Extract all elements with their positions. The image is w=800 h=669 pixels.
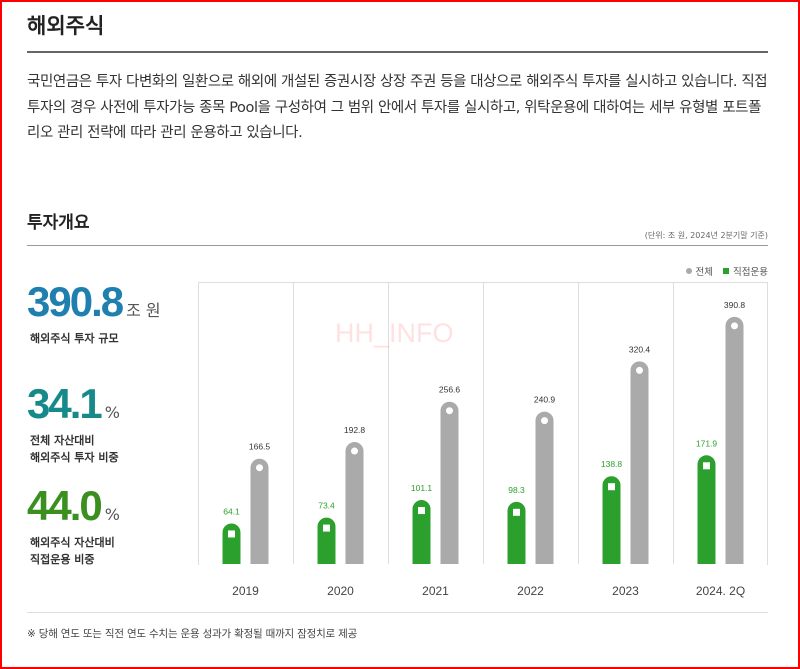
direct-data-label: 101.1	[411, 483, 433, 493]
total-data-label: 390.8	[724, 300, 746, 310]
total-data-label: 166.5	[249, 442, 271, 452]
direct-bar	[507, 501, 526, 573]
kpi-total-asset-share: 34.1 % 전체 자산대비 해외주식 투자 비중	[27, 380, 120, 466]
direct-data-label: 171.9	[696, 438, 718, 448]
watermark: HH_INFO	[335, 318, 454, 348]
kpi-unit: %	[104, 403, 120, 422]
unit-note: (단위: 조 원, 2024년 2분기말 기준)	[644, 231, 768, 240]
direct-data-label: 64.1	[223, 506, 240, 516]
direct-bar-marker	[513, 508, 520, 516]
kpi-label: 전체 자산대비 해외주식 투자 비중	[30, 434, 119, 464]
total-bar-marker	[636, 366, 643, 374]
page-title: 해외주식	[27, 14, 105, 38]
total-bar	[440, 401, 459, 573]
direct-bar	[412, 500, 431, 573]
direct-bar-marker	[703, 462, 710, 470]
footer-divider	[27, 612, 768, 613]
footnote: ※ 당해 연도 또는 직전 연도 수치는 운용 성과가 확정될 때까지 잠정치로…	[27, 628, 358, 640]
total-bar	[345, 442, 364, 573]
total-data-label: 240.9	[534, 395, 556, 405]
direct-bar	[697, 455, 716, 573]
direct-data-label: 138.8	[601, 459, 623, 469]
direct-bar-marker	[323, 524, 330, 532]
direct-data-label: 98.3	[508, 485, 525, 495]
total-bar-marker	[731, 322, 738, 330]
kpi-label: 해외주식 자산대비 직접운용 비중	[30, 536, 115, 566]
kpi-value: 390.8	[27, 278, 124, 325]
total-bar	[725, 316, 744, 573]
kpi-value: 44.0	[27, 482, 103, 529]
intro-paragraph: 국민연금은 투자 다변화의 일환으로 해외에 개설된 증권시장 상장 주권 등을…	[27, 74, 768, 141]
direct-bar	[602, 476, 621, 573]
direct-bar-marker	[418, 507, 425, 515]
bar-chart: 64.1 166.5 73.4 192.8 101.1 256.6 98.3 240.9 138…	[198, 282, 768, 598]
total-bar-marker	[541, 417, 548, 425]
total-data-label: 256.6	[439, 385, 461, 395]
direct-bar	[222, 523, 241, 573]
legend-total-label: 전체	[695, 267, 714, 278]
total-bar	[535, 411, 554, 573]
legend-direct-marker	[723, 268, 730, 274]
kpi-direct-share: 44.0 % 해외주식 자산대비 직접운용 비중	[27, 482, 120, 568]
kpi-value: 34.1	[27, 380, 103, 427]
kpi-investment-size: 390.8 조 원 해외주식 투자 규모	[27, 278, 161, 347]
section-divider	[27, 245, 768, 246]
direct-bar	[317, 517, 336, 573]
total-data-label: 192.8	[344, 425, 366, 435]
direct-bar-marker	[608, 483, 615, 491]
total-bar	[250, 458, 269, 573]
total-bar-marker	[351, 447, 358, 455]
kpi-unit: 조 원	[126, 301, 161, 320]
chart-legend: 전체 직접운용	[685, 264, 768, 278]
total-bar	[630, 361, 649, 573]
legend-direct-label: 직접운용	[733, 267, 768, 278]
direct-data-label: 73.4	[318, 501, 335, 511]
total-bar-marker	[446, 407, 453, 415]
legend-total-marker	[685, 268, 692, 274]
section-title: 투자개요	[27, 213, 90, 233]
baseline-mask	[199, 564, 767, 574]
x-tick-label: 2020	[327, 584, 354, 598]
kpi-unit: %	[104, 505, 120, 524]
x-tick-label: 2022	[517, 584, 544, 598]
total-bar-marker	[256, 464, 263, 472]
kpi-label: 해외주식 투자 규모	[30, 332, 119, 345]
x-tick-label: 2023	[612, 584, 639, 598]
x-tick-label: 2024. 2Q	[696, 584, 745, 598]
x-tick-label: 2021	[422, 584, 449, 598]
direct-bar-marker	[228, 530, 235, 538]
total-data-label: 320.4	[629, 344, 651, 354]
title-divider	[27, 51, 768, 53]
x-tick-label: 2019	[232, 584, 259, 598]
